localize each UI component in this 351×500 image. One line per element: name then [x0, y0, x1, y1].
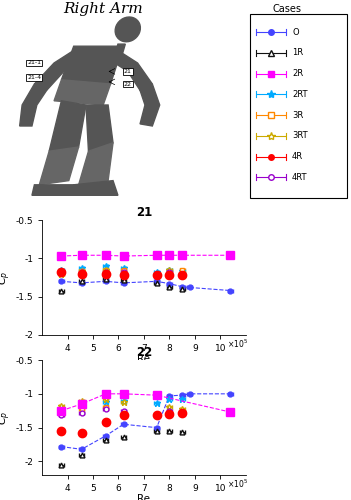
Polygon shape	[32, 185, 79, 196]
Polygon shape	[61, 46, 123, 84]
Polygon shape	[86, 105, 113, 151]
X-axis label: Re: Re	[137, 354, 151, 364]
Title: 22: 22	[136, 346, 152, 359]
Text: 2RT: 2RT	[292, 90, 307, 99]
Polygon shape	[115, 44, 125, 52]
Text: 21: 21	[124, 69, 132, 74]
Text: 22: 22	[124, 82, 132, 86]
Polygon shape	[69, 180, 118, 196]
Text: 2R: 2R	[292, 69, 303, 78]
Polygon shape	[108, 50, 152, 90]
Text: 1R: 1R	[292, 48, 303, 58]
Text: 4RT: 4RT	[292, 173, 307, 182]
Polygon shape	[54, 80, 111, 105]
Polygon shape	[34, 50, 86, 90]
Text: Right Arm: Right Arm	[63, 2, 143, 16]
Text: 3RT: 3RT	[292, 132, 308, 140]
Polygon shape	[79, 143, 113, 185]
Text: 4R: 4R	[292, 152, 303, 161]
Text: Cases: Cases	[272, 4, 301, 14]
Text: 21-1: 21-1	[27, 60, 41, 66]
Text: $\times10^5$: $\times10^5$	[227, 338, 248, 349]
Text: 21-4: 21-4	[27, 75, 41, 80]
Polygon shape	[49, 101, 86, 151]
FancyBboxPatch shape	[250, 14, 347, 198]
Ellipse shape	[115, 17, 140, 42]
Polygon shape	[20, 84, 47, 126]
Y-axis label: $C_p$: $C_p$	[0, 270, 13, 284]
Text: 3R: 3R	[292, 110, 303, 120]
X-axis label: Re: Re	[137, 494, 151, 500]
Title: 21: 21	[136, 206, 152, 219]
Text: O: O	[292, 28, 299, 36]
Polygon shape	[140, 84, 160, 126]
Y-axis label: $C_p$: $C_p$	[0, 410, 13, 424]
Polygon shape	[39, 147, 79, 185]
Text: $\times10^5$: $\times10^5$	[227, 478, 248, 490]
